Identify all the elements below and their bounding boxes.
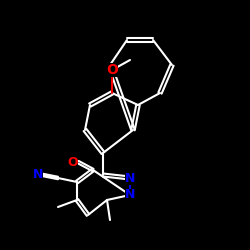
Text: N: N [125,172,135,184]
Text: N: N [33,168,43,181]
Text: N: N [125,188,135,202]
Text: O: O [68,156,78,168]
Text: O: O [106,63,118,77]
